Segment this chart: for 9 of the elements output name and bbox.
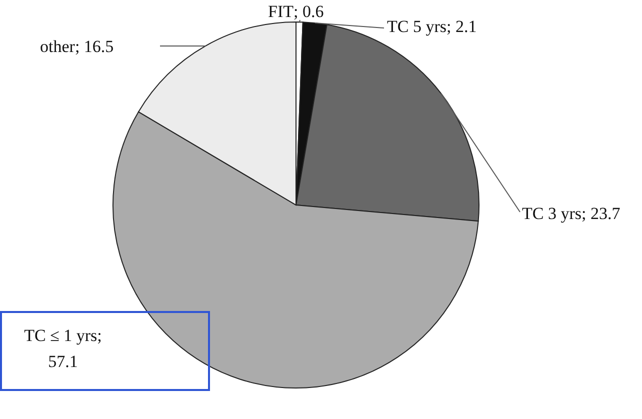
data-label: ; 16.5 bbox=[74, 37, 114, 56]
slice-label: other bbox=[40, 37, 76, 56]
data-label: ; 2.1 bbox=[446, 17, 477, 36]
slice-label: FIT bbox=[268, 2, 294, 21]
slice-label: TC 5 yrs bbox=[387, 17, 446, 36]
data-label: ; 0.6 bbox=[294, 2, 324, 21]
slice-label: TC ≤ 1 yrs; 57.1 bbox=[24, 326, 102, 371]
data-label: ; 23.7 bbox=[582, 204, 621, 223]
slice-label: TC 3 yrs bbox=[522, 204, 582, 223]
